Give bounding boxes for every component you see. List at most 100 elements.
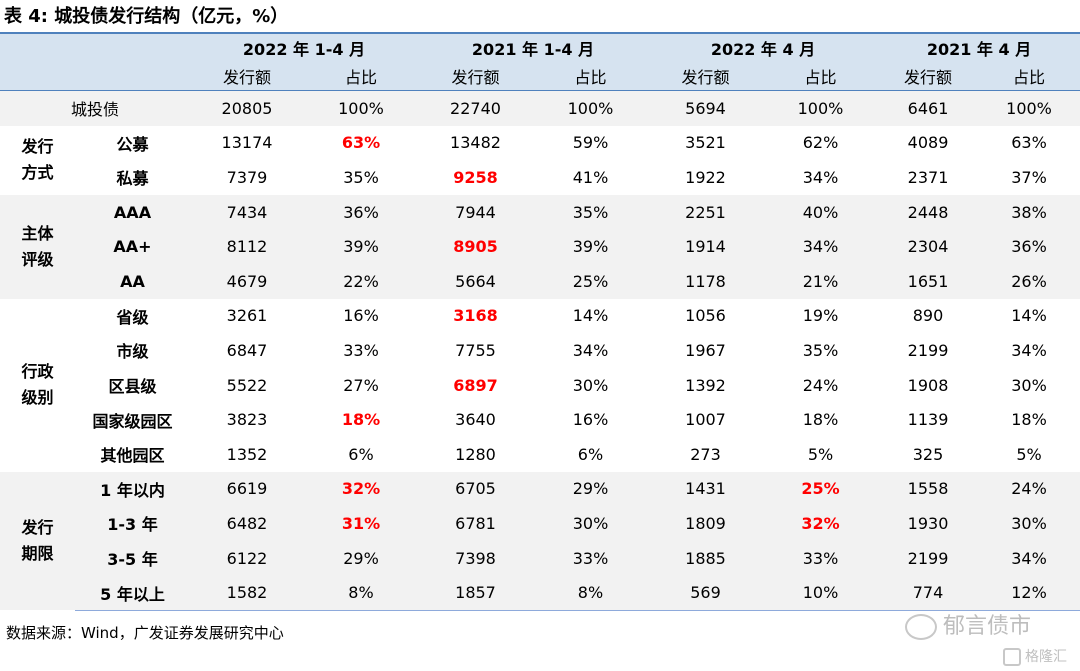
header-period: 2021 年 4 月: [878, 32, 1080, 62]
table-cell: 14%: [572, 306, 609, 326]
table-cell: 33%: [343, 340, 379, 360]
table-cell: 32%: [304, 471, 418, 507]
table-cell: 21%: [763, 263, 879, 299]
group-label: 发行 方式: [21, 137, 54, 183]
table-cell: 6897: [453, 375, 498, 395]
table-cell: 1967: [685, 340, 726, 360]
row-label: 公募: [116, 134, 149, 154]
header-subcolumn: 发行额: [418, 62, 533, 91]
table-cell: 100%: [978, 90, 1080, 126]
table-cell: 273: [690, 444, 721, 464]
table-cell: 325: [912, 444, 944, 464]
table-cell: 35%: [343, 167, 379, 187]
watermark: 郁言债市: [905, 608, 1031, 640]
row-label: AA+: [75, 229, 190, 264]
table-row: 3-5 年 6122 29% 7398 33% 1885 33% 2199 34%: [0, 540, 1080, 576]
header-subcolumn: 占比: [304, 62, 418, 91]
table-cell: 20805: [190, 90, 304, 126]
table-cell: 33%: [533, 540, 648, 576]
table-cell: 5%: [1016, 444, 1042, 464]
table-title: 表 4: 城投债发行结构（亿元，%）: [4, 6, 289, 27]
table-row: 主体 评级 AAA 7434 36% 7944 35% 2251 40% 2448 38%: [0, 194, 1080, 299]
table-cell: 1914: [648, 229, 763, 264]
row-label: 城投债: [0, 90, 190, 126]
table-cell: 34%: [1011, 340, 1047, 360]
header-period: 2022 年 1-4 月: [190, 32, 418, 62]
table-cell: 40%: [763, 194, 879, 230]
table-cell: 1908: [907, 375, 949, 395]
table-cell: 4089: [907, 133, 949, 153]
table-cell: 1885: [648, 540, 763, 576]
table-cell: 3640: [455, 410, 496, 430]
table-cell: 4679: [190, 263, 304, 299]
group-label: 行政 级别: [21, 362, 54, 408]
table-row: 发行 方式 公募 13174 63% 13482 59% 3521 62% 4089 63%: [0, 126, 1080, 182]
table-cell: 62%: [802, 133, 839, 153]
row-label: AA: [75, 263, 190, 299]
table-cell: 10%: [763, 575, 879, 611]
table-cell: 1582: [190, 575, 304, 611]
table-cell: 38%: [978, 194, 1080, 230]
table-cell: 7434: [190, 194, 304, 230]
table-cell: 39%: [533, 229, 648, 264]
table-cell: 12%: [978, 575, 1080, 611]
table-cell: 6%: [348, 444, 374, 464]
table-cell: 1809: [648, 506, 763, 541]
source-note: 数据来源：Wind，广发证券发展研究中心: [6, 624, 284, 642]
watermark-secondary: 格隆汇: [1003, 646, 1067, 666]
table-cell: 890: [912, 306, 944, 326]
table-cell: 25%: [763, 471, 879, 507]
table-cell: 30%: [572, 375, 609, 395]
table-row: AA 4679 22% 5664 25% 1178 21% 1651 26%: [0, 263, 1080, 299]
table-cell: 19%: [802, 306, 839, 326]
table-cell: 37%: [1011, 167, 1047, 187]
table-cell: 24%: [978, 471, 1080, 507]
table-cell: 36%: [978, 229, 1080, 264]
header-subcolumn: 占比: [533, 62, 648, 91]
table-cell: 2199: [907, 340, 949, 360]
table-row: 区县级 5522 27% 6897 30% 1392 24% 1908 30%: [0, 368, 1080, 403]
table-cell: 1857: [418, 575, 533, 611]
row-label: AAA: [75, 194, 190, 230]
table-cell: 1922: [685, 167, 726, 187]
table-cell: 30%: [1011, 375, 1047, 395]
table-cell: 18%: [341, 410, 381, 430]
table-cell: 569: [648, 575, 763, 611]
table-row: 发行 期限 1 年以内 6619 32% 6705 29% 1431 25% 1558 24%: [0, 471, 1080, 611]
header-subcolumn: 占比: [978, 62, 1080, 91]
table-cell: 31%: [304, 506, 418, 541]
table-cell: 13174: [221, 133, 273, 153]
row-label: 省级: [116, 307, 149, 327]
table-cell: 13482: [450, 133, 501, 153]
table-cell: 100%: [763, 90, 879, 126]
table-cell: 9258: [453, 167, 498, 187]
header-period: 2022 年 4 月: [648, 32, 879, 62]
table-cell: 34%: [763, 229, 879, 264]
row-label: 1-3 年: [75, 506, 190, 541]
table-cell: 6847: [226, 340, 268, 360]
row-label: 其他园区: [100, 446, 165, 466]
table-cell: 8%: [304, 575, 418, 611]
row-label: 区县级: [108, 377, 157, 397]
table-row: 国家级园区 3823 18% 3640 16% 1007 18% 1139 18%: [0, 402, 1080, 437]
table-row: 其他园区 1352 6% 1280 6% 273 5% 325 5%: [0, 437, 1080, 472]
table-cell: 41%: [572, 167, 609, 187]
table-cell: 5664: [418, 263, 533, 299]
table-cell: 5522: [226, 375, 268, 395]
table-cell: 1280: [455, 444, 496, 464]
table-cell: 33%: [763, 540, 879, 576]
table-cell: 2251: [648, 194, 763, 230]
table-cell: 30%: [533, 506, 648, 541]
header-subcolumn: 发行额: [190, 62, 304, 91]
table-cell: 16%: [343, 306, 379, 326]
table-cell: 1352: [226, 444, 268, 464]
table-cell: 26%: [978, 263, 1080, 299]
table-row: 私募 7379 35% 9258 41% 1922 34% 2371 37%: [0, 160, 1080, 195]
table-cell: 100%: [304, 90, 418, 126]
table-cell: 3261: [226, 306, 268, 326]
row-label: 国家级园区: [92, 411, 173, 431]
header-period-row: 2022 年 1-4 月 2021 年 1-4 月 2022 年 4 月 2021 年…: [0, 32, 1080, 91]
header-subcolumn: 发行额: [878, 62, 979, 91]
table-cell: 7755: [455, 340, 496, 360]
table-cell: 5694: [648, 90, 763, 126]
